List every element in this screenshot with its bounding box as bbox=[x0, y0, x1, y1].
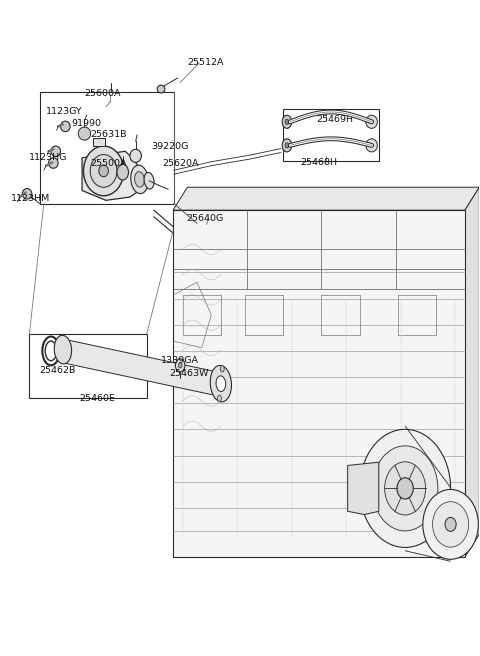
Text: 25600A: 25600A bbox=[84, 89, 121, 98]
Ellipse shape bbox=[51, 146, 60, 157]
Ellipse shape bbox=[366, 115, 377, 129]
Text: 25460E: 25460E bbox=[80, 394, 116, 403]
Ellipse shape bbox=[360, 429, 451, 548]
Ellipse shape bbox=[90, 155, 117, 187]
Ellipse shape bbox=[178, 363, 182, 368]
Ellipse shape bbox=[48, 158, 58, 169]
Ellipse shape bbox=[131, 165, 148, 194]
Ellipse shape bbox=[282, 115, 292, 129]
Bar bbox=[40, 92, 174, 203]
Ellipse shape bbox=[397, 478, 413, 499]
Polygon shape bbox=[173, 210, 465, 557]
Ellipse shape bbox=[285, 143, 289, 148]
Text: 25468H: 25468H bbox=[300, 158, 337, 167]
Ellipse shape bbox=[372, 446, 438, 531]
Ellipse shape bbox=[84, 146, 124, 195]
Polygon shape bbox=[348, 462, 379, 514]
Ellipse shape bbox=[134, 172, 144, 187]
Ellipse shape bbox=[144, 173, 154, 189]
Ellipse shape bbox=[45, 341, 57, 361]
Text: 25469H: 25469H bbox=[317, 115, 354, 125]
Text: 91990: 91990 bbox=[72, 119, 102, 129]
Text: 25462B: 25462B bbox=[39, 366, 75, 375]
Ellipse shape bbox=[217, 395, 221, 401]
Polygon shape bbox=[93, 138, 105, 146]
Bar bbox=[283, 109, 379, 161]
Polygon shape bbox=[173, 187, 480, 210]
Ellipse shape bbox=[366, 139, 377, 152]
Ellipse shape bbox=[175, 359, 185, 372]
Ellipse shape bbox=[117, 165, 129, 180]
Ellipse shape bbox=[157, 85, 165, 93]
Polygon shape bbox=[465, 187, 480, 557]
Text: 39220G: 39220G bbox=[152, 142, 189, 150]
Text: 1339GA: 1339GA bbox=[161, 356, 199, 365]
Ellipse shape bbox=[432, 502, 468, 547]
Text: 25620A: 25620A bbox=[162, 159, 199, 167]
Ellipse shape bbox=[210, 365, 231, 402]
Text: 1123HM: 1123HM bbox=[11, 194, 50, 203]
Ellipse shape bbox=[282, 139, 292, 152]
Ellipse shape bbox=[423, 489, 479, 560]
Polygon shape bbox=[82, 152, 140, 200]
Text: 25640G: 25640G bbox=[186, 213, 224, 222]
Ellipse shape bbox=[99, 165, 108, 176]
Ellipse shape bbox=[216, 376, 226, 392]
Text: 1123HG: 1123HG bbox=[28, 154, 67, 162]
Polygon shape bbox=[61, 339, 217, 396]
Text: 25512A: 25512A bbox=[187, 58, 224, 67]
Ellipse shape bbox=[60, 121, 70, 132]
Bar bbox=[29, 334, 147, 398]
Ellipse shape bbox=[130, 150, 142, 163]
Ellipse shape bbox=[220, 365, 224, 372]
Ellipse shape bbox=[445, 518, 456, 531]
Ellipse shape bbox=[22, 188, 32, 199]
Text: 1123GY: 1123GY bbox=[46, 108, 83, 117]
Text: 25463W: 25463W bbox=[169, 369, 209, 379]
Text: 25500A: 25500A bbox=[91, 159, 127, 167]
Ellipse shape bbox=[384, 462, 426, 515]
Text: 25631B: 25631B bbox=[91, 130, 127, 138]
Ellipse shape bbox=[285, 119, 289, 125]
Ellipse shape bbox=[54, 335, 72, 364]
Ellipse shape bbox=[78, 127, 91, 140]
